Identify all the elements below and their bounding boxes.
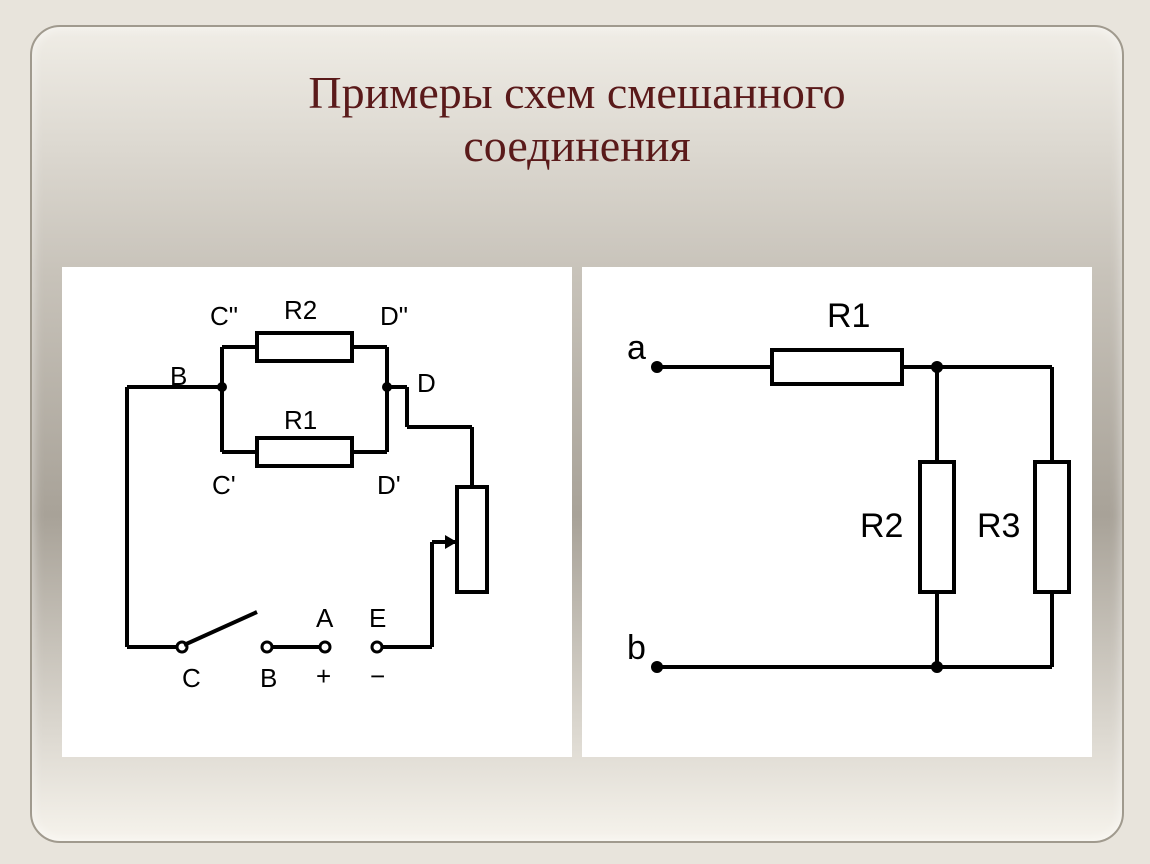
resistor-R2	[257, 333, 352, 361]
title-line-1: Примеры схем смешанного	[308, 67, 845, 118]
label-R2-right: R2	[860, 507, 903, 545]
label-Bnode: B	[260, 663, 277, 693]
label-C1: C'	[212, 470, 236, 500]
terminal-E	[372, 642, 382, 652]
circuit-diagram-right: a R1 R2 R3	[582, 267, 1092, 757]
switch-right-terminal	[262, 642, 272, 652]
resistor-R3	[1035, 462, 1069, 592]
label-minus: −	[370, 661, 385, 691]
diagram-row: B C" R2 D" D C' R1 D' C	[62, 267, 1092, 801]
label-D2: D"	[380, 301, 408, 331]
circuit-diagram-left: B C" R2 D" D C' R1 D' C	[62, 267, 572, 757]
resistor-R1-left	[257, 438, 352, 466]
title-line-2: соединения	[463, 120, 690, 171]
circuit-right-svg: a R1 R2 R3	[582, 267, 1092, 757]
resistor-R2-right	[920, 462, 954, 592]
variable-resistor	[457, 487, 487, 592]
circuit-left-svg: B C" R2 D" D C' R1 D' C	[62, 267, 572, 757]
label-a: a	[627, 329, 646, 367]
terminal-A	[320, 642, 330, 652]
slide-title: Примеры схем смешанного соединения	[32, 27, 1122, 173]
label-D1: D'	[377, 470, 401, 500]
label-R2: R2	[284, 295, 317, 325]
label-R1-right: R1	[827, 297, 870, 335]
label-R1: R1	[284, 405, 317, 435]
label-plus: +	[316, 661, 331, 691]
label-b: b	[627, 629, 646, 667]
resistor-R1-right	[772, 350, 902, 384]
slide-frame: Примеры схем смешанного соединения	[30, 25, 1124, 843]
label-D: D	[417, 368, 436, 398]
slide-background: Примеры схем смешанного соединения	[0, 0, 1150, 864]
label-E: E	[369, 603, 386, 633]
label-Cnode: C	[182, 663, 201, 693]
label-C2: C"	[210, 301, 238, 331]
label-A: A	[316, 603, 334, 633]
label-R3: R3	[977, 507, 1020, 545]
